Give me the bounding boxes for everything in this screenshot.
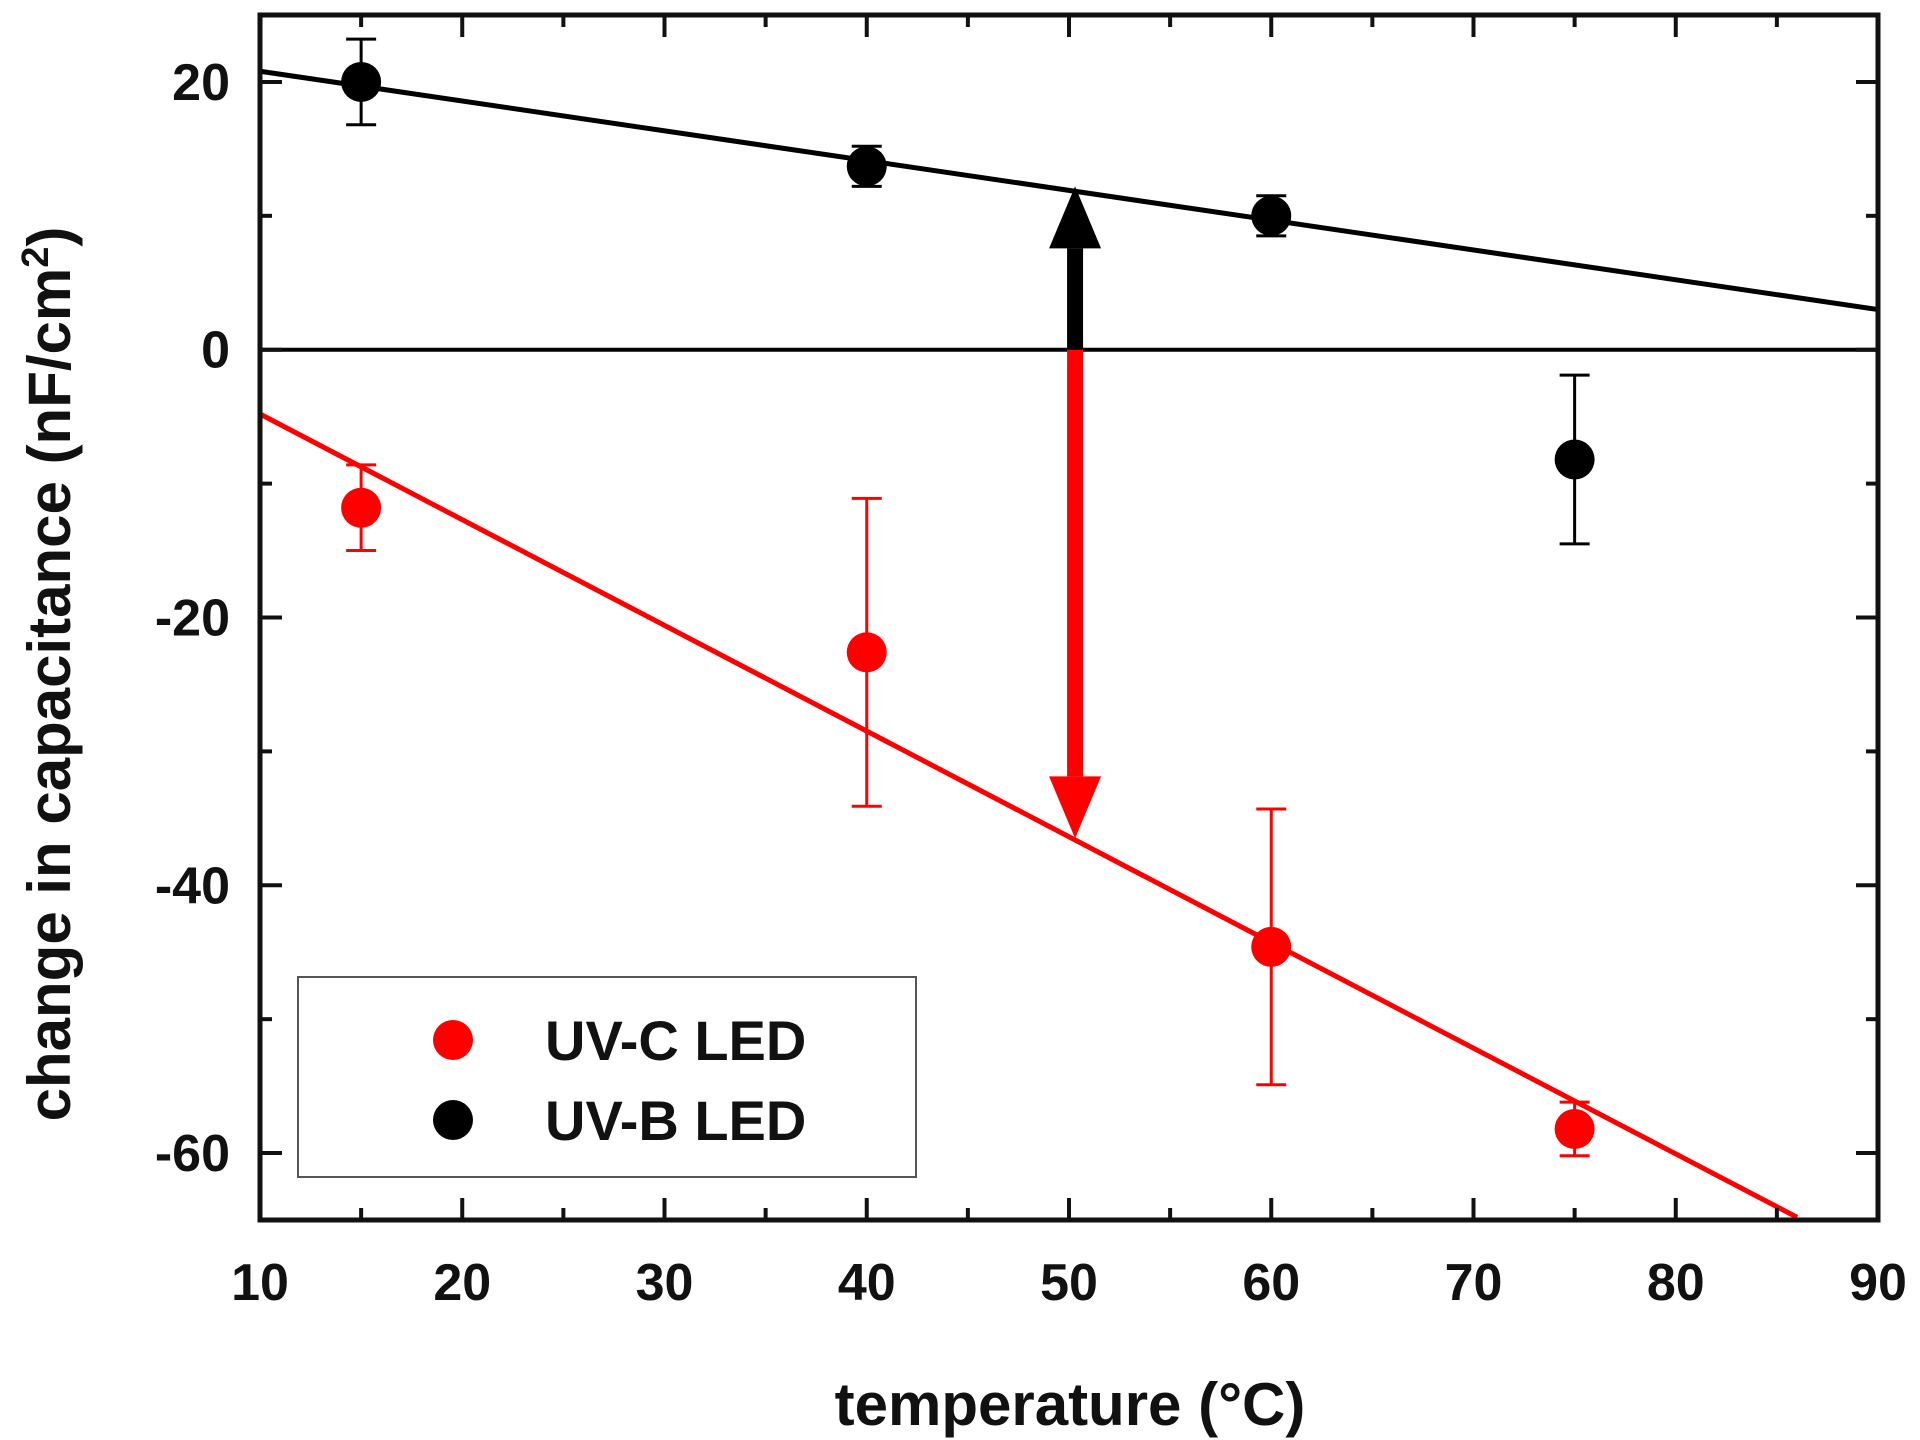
x-axis-title: temperature (°C) [835,1371,1306,1438]
data-points [341,61,1595,1149]
data-point-uvc-0 [341,487,382,528]
legend-marker-uvb [433,1100,473,1140]
y-tick-label: 20 [172,54,230,112]
data-point-uvb-2 [1251,195,1292,236]
data-point-uvb-3 [1554,439,1595,480]
data-point-uvc-2 [1251,926,1292,967]
y-tick-label: 0 [201,322,230,380]
fit-line-uvb [259,68,1879,313]
x-tick-label: 60 [1242,1254,1300,1312]
fit-lines [258,68,1879,1220]
tick-labels: 10 20 30 40 50 60 70 80 90 20 0 -20 -40 -60 [155,54,1907,1312]
x-tick-label: 50 [1040,1254,1098,1312]
legend-box [297,976,917,1178]
data-point-uvc-1 [846,632,887,673]
x-tick-label: 30 [636,1254,694,1312]
legend-marker-uvc [433,1020,473,1060]
arrow-up-black-head [1049,186,1102,249]
data-point-uvb-1 [846,146,887,187]
x-tick-label: 40 [838,1254,896,1312]
x-tick-label: 80 [1647,1254,1705,1312]
legend-label-uvb: UV-B LED [545,1089,806,1152]
legend-label-uvc: UV-C LED [545,1009,806,1072]
x-tick-label: 20 [433,1254,491,1312]
y-axis-title: change in capacitance (nF/cm2) [15,227,83,1122]
data-point-uvc-3 [1554,1108,1595,1149]
y-tick-label: -40 [155,857,230,915]
legend: UV-C LED UV-B LED [297,976,917,1178]
axis-ticks [258,15,1880,1220]
data-point-uvb-0 [341,61,382,102]
x-tick-label: 70 [1445,1254,1503,1312]
x-tick-label: 90 [1849,1254,1907,1312]
y-tick-label: -60 [155,1125,230,1183]
arrow-down-red-head [1049,776,1102,839]
annotation-arrows [1049,186,1102,839]
y-tick-label: -20 [155,590,230,648]
x-tick-label: 10 [231,1254,289,1312]
fit-line-uvc [258,411,1799,1220]
